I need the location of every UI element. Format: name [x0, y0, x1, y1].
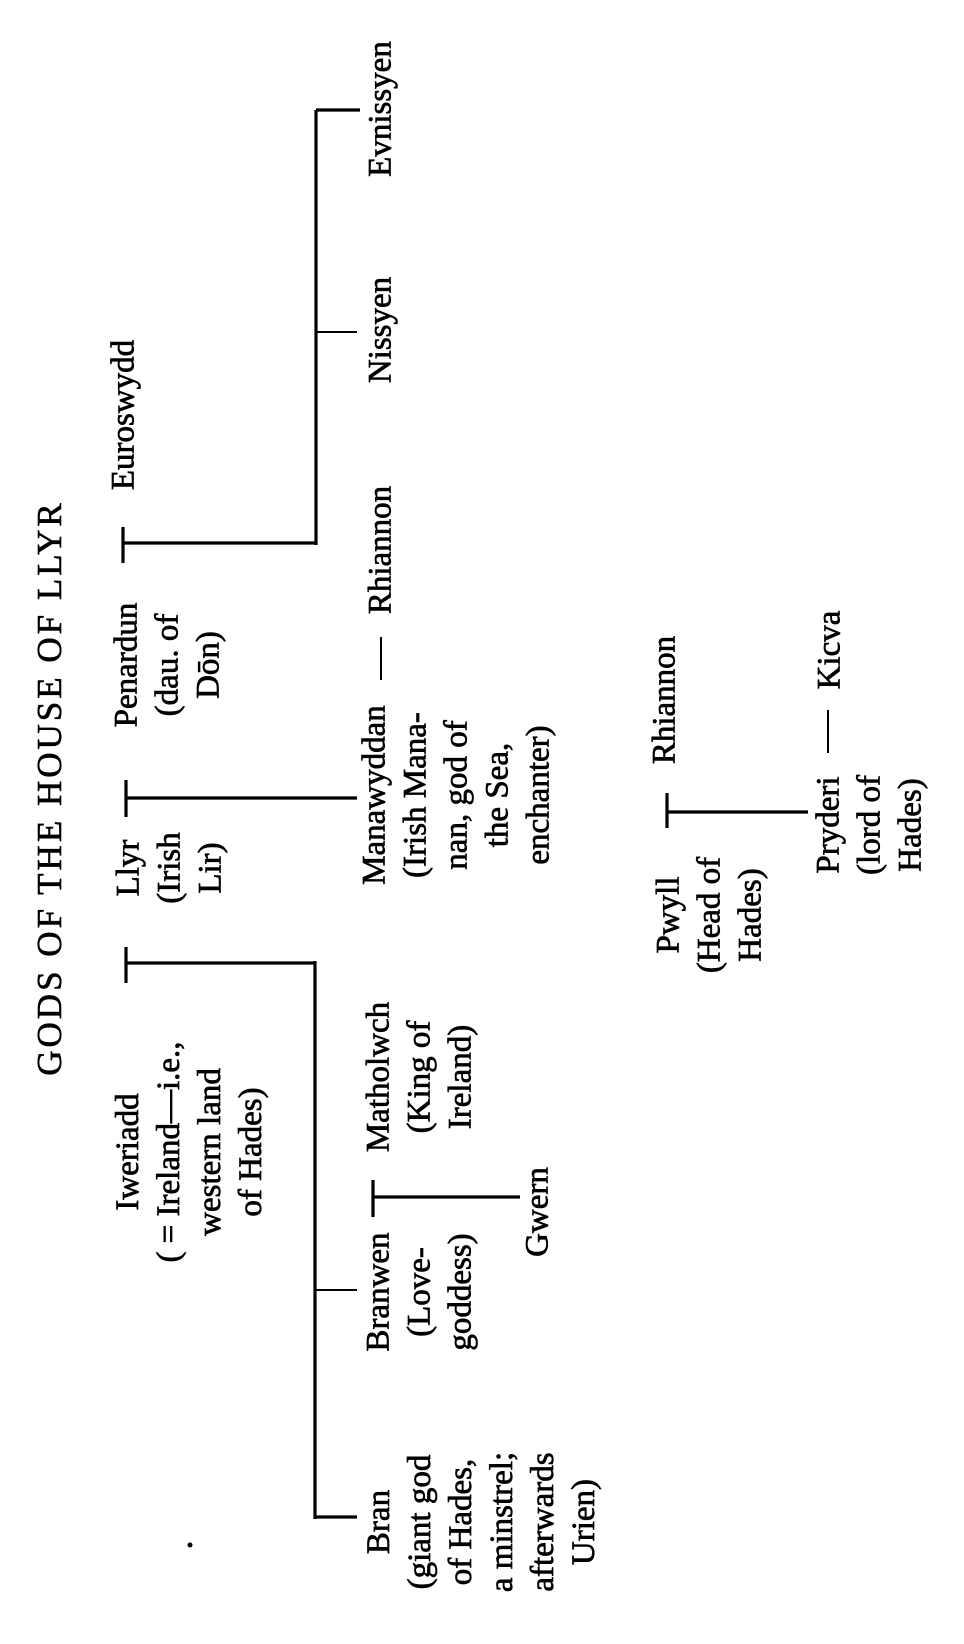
- person-note: a minstrel;: [484, 1451, 521, 1593]
- person-name: Branwen: [360, 1232, 397, 1352]
- person-name: Iweriadd: [110, 1093, 147, 1211]
- person-note: the Sea,: [479, 742, 516, 848]
- person-name: Bran: [361, 1489, 398, 1555]
- person-note: of Hades): [233, 1087, 270, 1217]
- person-name: Nissyen: [362, 276, 399, 384]
- person-note: (giant god: [402, 1454, 439, 1590]
- person-name: Gwern: [519, 1167, 556, 1258]
- person-note: (Irish Mana-: [397, 712, 434, 879]
- person-note: Dōn): [190, 631, 227, 700]
- person-euroswydd: Euroswydd: [104, 339, 145, 491]
- person-note: ( = Ireland—i.e.,: [151, 1041, 188, 1263]
- person-note: (King of: [401, 1020, 438, 1134]
- person-nissyen: Nissyen: [361, 276, 402, 384]
- person-note: nan, god of: [438, 720, 475, 870]
- person-pryderi: Pryderi (lord of Hades): [809, 775, 932, 876]
- diagram-title: GODS OF THE HOUSE OF LLYR: [30, 500, 70, 1076]
- person-name: Llyr: [110, 839, 147, 897]
- person-evnissyen: Evnissyen: [361, 41, 402, 177]
- person-note: of Hades,: [443, 1458, 480, 1586]
- person-name: Rhiannon: [362, 485, 399, 615]
- person-iweriadd: Iweriadd ( = Ireland—i.e., western land …: [108, 1041, 272, 1263]
- person-note: Lir): [192, 842, 229, 894]
- person-note: Ireland): [442, 1024, 479, 1130]
- person-name: Rhiannon: [646, 635, 683, 765]
- person-rhiannon-wife-of-pwyll: Rhiannon: [645, 635, 686, 765]
- person-note: (Irish: [151, 832, 188, 904]
- person-note: Hades): [892, 778, 929, 872]
- person-note: (Love-: [401, 1247, 438, 1337]
- person-note: (dau. of: [149, 613, 186, 717]
- person-name: Manawyddan: [356, 705, 393, 885]
- person-note: goddess): [442, 1233, 479, 1351]
- person-note: (Head of: [691, 856, 728, 974]
- person-bran: Bran (giant god of Hades, a minstrel; af…: [359, 1451, 605, 1593]
- person-note: enchanter): [520, 725, 557, 865]
- person-name: Evnissyen: [362, 41, 399, 177]
- person-matholwch: Matholwch (King of Ireland): [359, 1001, 482, 1153]
- person-penardun: Penardun (dau. of Dōn): [107, 602, 230, 728]
- person-note: afterwards: [525, 1452, 562, 1592]
- person-name: Matholwch: [360, 1001, 397, 1153]
- person-note: Urien): [566, 1478, 603, 1566]
- person-gwern: Gwern: [518, 1167, 559, 1258]
- person-manawyddan: Manawyddan (Irish Mana- nan, god of the …: [355, 705, 560, 885]
- person-name: Euroswydd: [105, 339, 142, 491]
- person-name: Penardun: [108, 602, 145, 728]
- person-name: Kicva: [811, 610, 848, 690]
- person-note: western land: [192, 1068, 229, 1236]
- person-name: Pwyll: [650, 876, 687, 954]
- person-name: Pryderi: [810, 776, 847, 874]
- stray-dot: [187, 1542, 193, 1548]
- person-note: Hades): [732, 868, 769, 962]
- person-branwen: Branwen (Love- goddess): [359, 1232, 482, 1352]
- person-llyr: Llyr (Irish Lir): [109, 832, 232, 904]
- person-note: (lord of: [851, 775, 888, 876]
- person-pwyll: Pwyll (Head of Hades): [649, 856, 772, 974]
- person-kicva: Kicva: [810, 610, 851, 690]
- person-rhiannon-wife-of-manawyddan: Rhiannon: [361, 485, 402, 615]
